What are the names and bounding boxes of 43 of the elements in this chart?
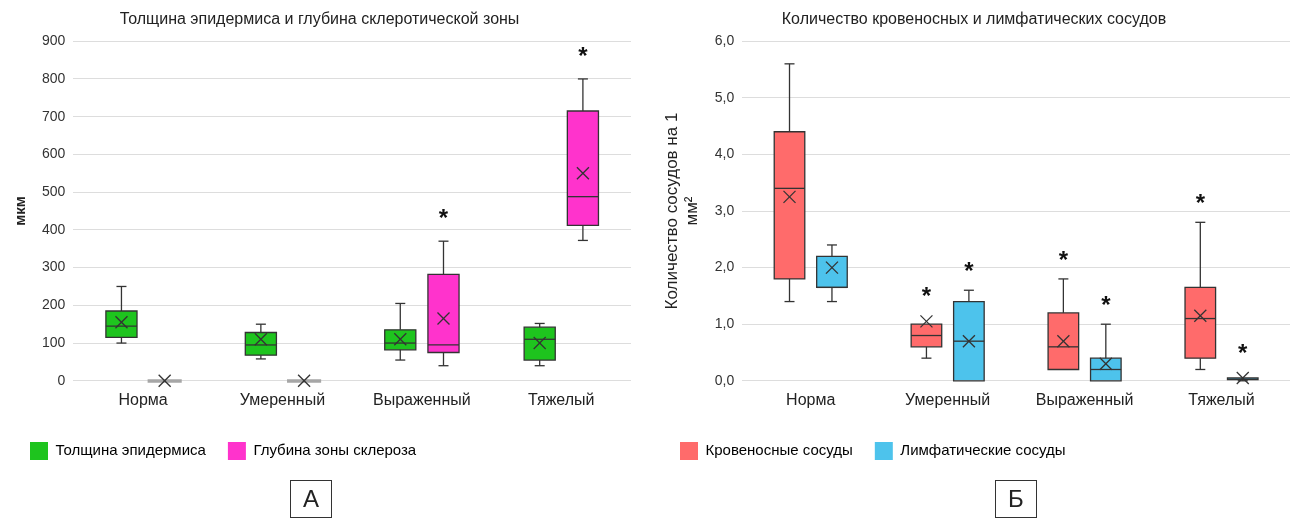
- y-tick-label: 500: [42, 182, 66, 199]
- legend-label: Лимфатические сосуды: [900, 441, 1066, 459]
- y-tick-label: 5,0: [714, 88, 735, 105]
- y-tick-label: 400: [42, 220, 66, 237]
- y-tick-label: 200: [42, 296, 66, 313]
- y-tick-label: 1,0: [714, 315, 735, 332]
- y-tick-label: 800: [42, 69, 66, 86]
- x-tick-label: Выраженный: [1035, 390, 1134, 408]
- y-tick-label: 300: [42, 258, 66, 275]
- y-tick-label: 900: [42, 32, 66, 49]
- annotation: *: [1195, 188, 1206, 216]
- x-tick-label: Умеренный: [239, 390, 326, 408]
- annotation: *: [1101, 290, 1112, 318]
- legend-label: Толщина эпидермиса: [55, 441, 207, 459]
- annotation: *: [438, 203, 449, 231]
- x-tick-label: Тяжелый: [528, 390, 595, 408]
- chart-title: Количество кровеносных и лимфатических сосудов: [781, 10, 1167, 28]
- text: Б: [995, 480, 1037, 518]
- y-tick-label: 700: [42, 107, 66, 124]
- chart-title: Толщина эпидермиса и глубина склеротической зоны: [119, 10, 520, 28]
- y-tick-label: 4,0: [714, 145, 735, 162]
- y-tick-label: 6,0: [714, 32, 735, 49]
- y-tick-label: 2,0: [714, 258, 735, 275]
- x-tick-label: Норма: [118, 390, 168, 408]
- y-tick-label: 600: [42, 145, 66, 162]
- annotation: *: [921, 281, 932, 309]
- legend-label: Кровеносные сосуды: [705, 441, 853, 459]
- x-tick-label: Тяжелый: [1188, 390, 1255, 408]
- y-tick-label: 0,0: [714, 371, 735, 388]
- y-tick-label: 100: [42, 333, 66, 350]
- y-axis-title: мкм: [11, 196, 29, 226]
- legend-label: Глубина зоны склероза: [253, 441, 417, 459]
- x-tick-label: Выраженный: [373, 390, 471, 408]
- annotation: *: [964, 256, 975, 284]
- x-tick-label: Умеренный: [905, 390, 991, 408]
- x-tick-label: Норма: [786, 390, 836, 408]
- y-tick-label: 3,0: [714, 201, 735, 218]
- annotation: *: [1238, 338, 1249, 366]
- y-tick-label: 0: [57, 371, 66, 388]
- y-axis-title: Количество сосудов на 1 мм²: [661, 112, 702, 310]
- text: А: [290, 480, 333, 518]
- annotation: *: [1058, 245, 1069, 273]
- annotation: *: [578, 41, 589, 69]
